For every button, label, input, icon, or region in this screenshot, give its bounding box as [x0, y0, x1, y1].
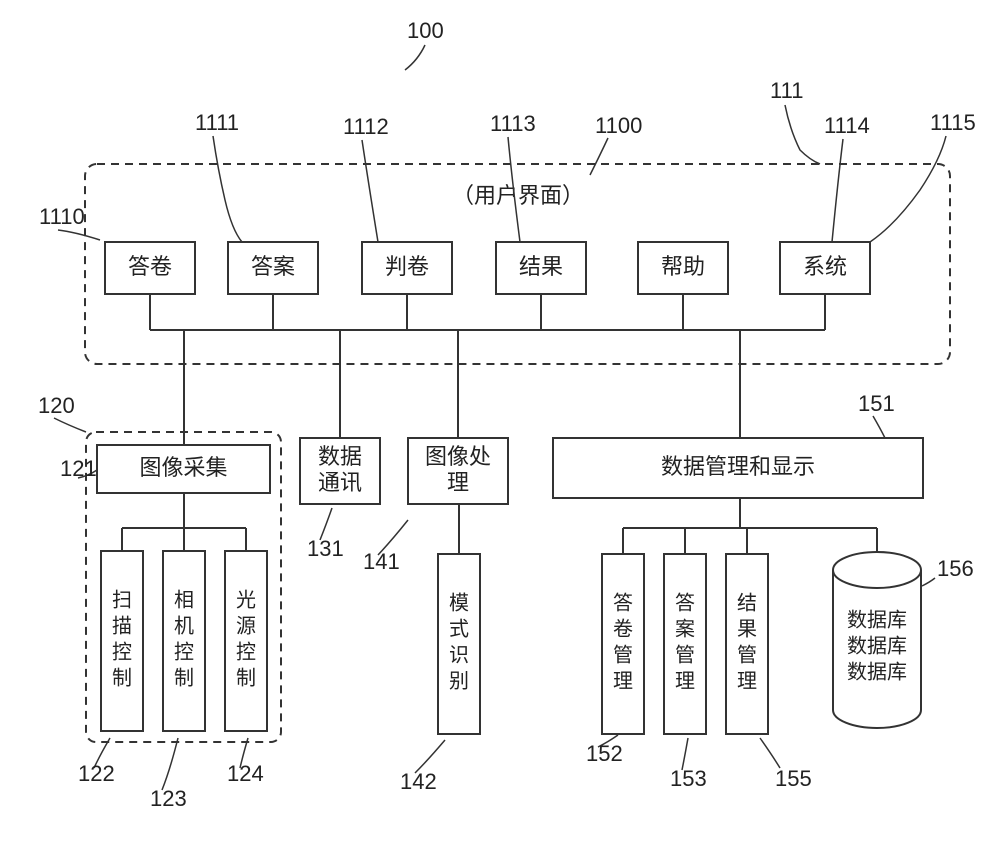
ref-111: 111 — [770, 78, 803, 103]
key-mgmt-label: 管 — [675, 644, 695, 667]
data-comm-block-label: 数据 — [318, 444, 362, 469]
leader-line — [58, 230, 100, 240]
ref-142: 142 — [400, 769, 437, 794]
menu-answer-key-label: 答案 — [251, 254, 295, 279]
scan-ctrl-label: 扫 — [112, 589, 132, 612]
result-mgmt-label: 果 — [737, 619, 757, 641]
database-label: 数据库 — [847, 609, 907, 632]
leader-line — [922, 578, 935, 586]
leader-line — [590, 138, 608, 175]
camera-ctrl-label: 制 — [174, 667, 194, 690]
ref-122: 122 — [78, 761, 115, 786]
ref-131: 131 — [307, 536, 344, 561]
pattern-recog-label: 模 — [449, 592, 469, 615]
camera-ctrl-label: 控 — [174, 641, 194, 664]
leader-line — [54, 418, 86, 432]
light-ctrl-label: 源 — [236, 615, 256, 638]
ref-1110: 1110 — [39, 204, 85, 229]
key-mgmt-label: 理 — [675, 671, 695, 693]
ref-151: 151 — [858, 391, 895, 416]
result-mgmt-label: 结 — [737, 592, 757, 615]
database-label: 数据库 — [847, 635, 907, 658]
image-process-block-label: 理 — [447, 470, 469, 495]
diagram-canvas: （用户界面）答卷答案判卷结果帮助系统图像采集数据通讯图像处理数据管理和显示扫描控… — [0, 0, 1000, 849]
leader-line — [760, 738, 780, 768]
result-mgmt-label: 管 — [737, 644, 757, 667]
database-label: 数据库 — [847, 661, 907, 684]
ref-121: 121 — [60, 456, 97, 481]
data-comm-block-label: 通讯 — [318, 470, 362, 495]
leader-line — [870, 136, 946, 242]
ref-120: 120 — [38, 393, 75, 418]
ref-153: 153 — [670, 766, 707, 791]
sheet-mgmt-label: 答 — [613, 592, 633, 615]
menu-grading-label: 判卷 — [385, 254, 429, 279]
menu-result-label: 结果 — [519, 254, 563, 279]
sheet-mgmt-label: 理 — [613, 671, 633, 693]
key-mgmt-label: 案 — [675, 618, 695, 641]
scan-ctrl-label: 控 — [112, 641, 132, 664]
image-process-block-label: 图像处 — [425, 444, 491, 469]
camera-ctrl-label: 相 — [174, 589, 194, 612]
ref-1113: 1113 — [490, 111, 536, 136]
scan-ctrl-label: 描 — [112, 615, 132, 638]
camera-ctrl-label: 机 — [174, 615, 194, 638]
leader-line — [162, 738, 178, 790]
menu-help-label: 帮助 — [661, 254, 705, 279]
sheet-mgmt-label: 管 — [613, 644, 633, 667]
ref-155: 155 — [775, 766, 812, 791]
pattern-recog-label: 式 — [449, 618, 469, 641]
pattern-recog-label: 别 — [449, 670, 469, 693]
ui-header-label: （用户界面） — [452, 183, 584, 208]
menu-answer-sheet-label: 答卷 — [128, 254, 172, 279]
ref-141: 141 — [363, 549, 400, 574]
data-mgmt-block-label: 数据管理和显示 — [661, 454, 815, 479]
scan-ctrl-label: 制 — [112, 667, 132, 690]
ref-1111: 1111 — [195, 110, 239, 135]
image-capture-block-label: 图像采集 — [139, 455, 227, 480]
leader-line — [832, 139, 843, 242]
database-cylinder-top — [833, 552, 921, 588]
ref-123: 123 — [150, 786, 187, 811]
light-ctrl-label: 控 — [236, 641, 256, 664]
light-ctrl-label: 光 — [236, 589, 256, 612]
ref-100: 100 — [407, 18, 444, 43]
ref-1100: 1100 — [595, 113, 642, 138]
sheet-mgmt-label: 卷 — [613, 618, 633, 641]
key-mgmt-label: 答 — [675, 592, 695, 615]
ref-1115: 1115 — [930, 110, 976, 135]
result-mgmt-label: 理 — [737, 671, 757, 693]
pattern-recog-label: 识 — [449, 645, 469, 667]
leader-line — [785, 105, 820, 164]
leader-line — [362, 140, 378, 242]
ref-1112: 1112 — [343, 114, 389, 139]
ref-124: 124 — [227, 761, 264, 786]
leader-line — [213, 136, 242, 242]
ref-152: 152 — [586, 741, 623, 766]
menu-system-label: 系统 — [803, 254, 847, 279]
ref-156: 156 — [937, 556, 974, 581]
leader-line — [405, 45, 425, 70]
light-ctrl-label: 制 — [236, 667, 256, 690]
ref-1114: 1114 — [824, 113, 870, 138]
leader-line — [873, 416, 885, 438]
